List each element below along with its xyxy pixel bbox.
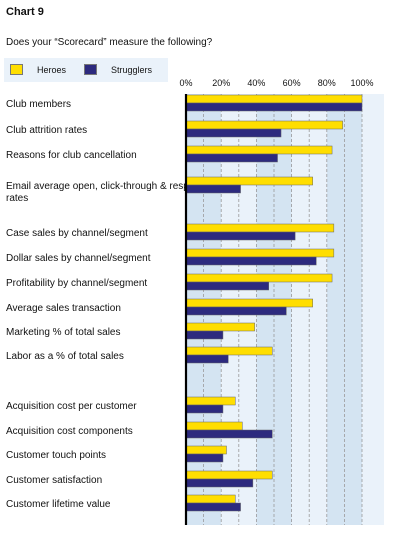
bar-strugglers xyxy=(185,306,287,316)
x-tick-label: 40% xyxy=(247,78,265,88)
category-label: Email average open, click-through & resp… xyxy=(6,181,211,204)
category-label: Profitability by channel/segment xyxy=(6,278,147,289)
x-tick-label: 60% xyxy=(283,78,301,88)
bar-strugglers xyxy=(185,153,278,163)
bar-heroes xyxy=(185,145,333,155)
category-label: Dollar sales by channel/segment xyxy=(6,253,151,264)
bar-heroes xyxy=(185,94,363,104)
legend: Heroes Strugglers xyxy=(4,58,168,82)
bar-strugglers xyxy=(185,256,317,266)
category-label: Labor as a % of total sales xyxy=(6,351,124,362)
category-label: Club attrition rates xyxy=(6,125,87,136)
bar-strugglers xyxy=(185,354,229,364)
bar-heroes xyxy=(185,494,236,504)
bar-heroes xyxy=(185,223,335,233)
bar-strugglers xyxy=(185,330,224,340)
legend-label-strugglers: Strugglers xyxy=(111,64,153,75)
chart-question: Does your “Scorecard” measure the follow… xyxy=(6,37,213,48)
bar-heroes xyxy=(185,248,335,258)
bar-heroes xyxy=(185,120,343,130)
bar-heroes xyxy=(185,445,227,455)
bar-strugglers xyxy=(185,184,241,194)
chart-number: Chart 9 xyxy=(6,6,44,18)
bar-strugglers xyxy=(185,102,363,112)
category-label: Customer touch points xyxy=(6,450,106,461)
legend-item-heroes: Heroes xyxy=(10,64,66,75)
x-tick-label: 80% xyxy=(318,78,336,88)
bar-strugglers xyxy=(185,281,269,291)
bar-strugglers xyxy=(185,453,224,463)
bar-strugglers xyxy=(185,128,282,138)
category-label: Customer satisfaction xyxy=(6,475,102,486)
legend-swatch-strugglers xyxy=(84,64,97,75)
bar-heroes xyxy=(185,346,273,356)
x-tick-label: 0% xyxy=(179,78,192,88)
category-label: Reasons for club cancellation xyxy=(6,150,137,161)
legend-swatch-heroes xyxy=(10,64,23,75)
bar-heroes xyxy=(185,470,273,480)
category-label: Club members xyxy=(6,99,71,110)
grid-band xyxy=(362,94,384,525)
bar-strugglers xyxy=(185,478,254,488)
x-tick-label: 100% xyxy=(350,78,373,88)
legend-item-strugglers: Strugglers xyxy=(84,64,152,75)
x-tick-label: 20% xyxy=(212,78,230,88)
bar-heroes xyxy=(185,273,333,283)
bar-heroes xyxy=(185,322,255,332)
bar-strugglers xyxy=(185,429,273,439)
bar-heroes xyxy=(185,396,236,406)
category-label: Marketing % of total sales xyxy=(6,327,121,338)
category-label: Acquisition cost per customer xyxy=(6,401,137,412)
bar-heroes xyxy=(185,176,313,186)
bar-heroes xyxy=(185,421,243,431)
category-label: Acquisition cost components xyxy=(6,426,133,437)
category-label: Case sales by channel/segment xyxy=(6,228,148,239)
bar-strugglers xyxy=(185,404,224,414)
category-label: Average sales transaction xyxy=(6,303,121,314)
bar-strugglers xyxy=(185,231,296,241)
bar-heroes xyxy=(185,298,313,308)
legend-label-heroes: Heroes xyxy=(37,64,67,75)
category-label: Customer lifetime value xyxy=(6,499,111,510)
bar-strugglers xyxy=(185,502,241,512)
